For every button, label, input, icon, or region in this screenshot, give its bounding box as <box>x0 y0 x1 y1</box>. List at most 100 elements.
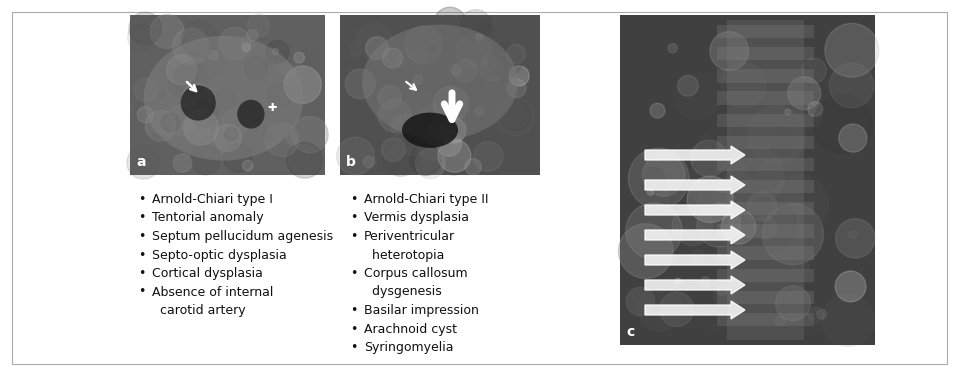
Bar <box>717 91 814 105</box>
Circle shape <box>346 69 375 99</box>
Text: Septo-optic dysplasia: Septo-optic dysplasia <box>152 249 287 261</box>
Circle shape <box>337 137 374 175</box>
Circle shape <box>429 43 459 72</box>
Circle shape <box>363 156 374 168</box>
Circle shape <box>287 62 305 81</box>
Text: Basilar impression: Basilar impression <box>364 304 479 317</box>
Circle shape <box>724 146 784 206</box>
Circle shape <box>348 41 364 56</box>
Circle shape <box>817 309 827 319</box>
Circle shape <box>248 14 270 37</box>
Text: Arnold-Chiari type II: Arnold-Chiari type II <box>364 193 489 206</box>
Circle shape <box>813 95 872 154</box>
Circle shape <box>500 100 531 131</box>
Circle shape <box>415 106 451 143</box>
Bar <box>717 136 814 149</box>
Bar <box>717 47 814 61</box>
Circle shape <box>294 52 304 63</box>
Circle shape <box>223 109 250 136</box>
Circle shape <box>849 230 857 239</box>
Circle shape <box>775 316 785 326</box>
Circle shape <box>403 93 438 127</box>
Ellipse shape <box>402 112 458 148</box>
Circle shape <box>150 14 184 49</box>
Circle shape <box>754 216 777 239</box>
Text: c: c <box>626 325 635 339</box>
Circle shape <box>392 121 399 129</box>
Circle shape <box>145 111 176 141</box>
Circle shape <box>509 66 529 86</box>
Text: Periventricular: Periventricular <box>364 230 455 243</box>
FancyArrow shape <box>645 201 745 219</box>
Ellipse shape <box>237 100 265 129</box>
Circle shape <box>135 100 157 122</box>
Circle shape <box>475 22 495 42</box>
Circle shape <box>480 58 504 82</box>
Circle shape <box>351 132 371 152</box>
Circle shape <box>714 287 734 307</box>
Circle shape <box>383 141 419 176</box>
Text: •: • <box>350 230 357 243</box>
Circle shape <box>208 50 218 60</box>
Circle shape <box>741 197 797 253</box>
Circle shape <box>424 127 442 145</box>
Circle shape <box>175 62 208 95</box>
Circle shape <box>138 135 174 170</box>
Text: Septum pellucidum agenesis: Septum pellucidum agenesis <box>152 230 333 243</box>
Bar <box>620 15 875 345</box>
Circle shape <box>770 175 828 233</box>
Text: •: • <box>350 323 357 335</box>
Circle shape <box>267 83 292 108</box>
Circle shape <box>717 285 728 296</box>
Circle shape <box>450 65 462 76</box>
Circle shape <box>496 98 535 136</box>
Bar <box>727 20 804 340</box>
Circle shape <box>678 75 698 96</box>
Circle shape <box>134 78 157 102</box>
Text: •: • <box>138 193 145 206</box>
Circle shape <box>396 122 428 155</box>
Circle shape <box>183 115 210 141</box>
Circle shape <box>507 66 516 76</box>
Circle shape <box>506 44 526 64</box>
Circle shape <box>441 118 466 143</box>
FancyArrow shape <box>645 176 745 194</box>
Text: Absence of internal: Absence of internal <box>152 285 274 299</box>
Text: Cortical dysplasia: Cortical dysplasia <box>152 267 263 280</box>
Text: Syringomyelia: Syringomyelia <box>364 341 453 354</box>
Circle shape <box>280 63 293 75</box>
Circle shape <box>690 140 728 177</box>
Circle shape <box>473 142 503 171</box>
Text: carotid artery: carotid artery <box>152 304 246 317</box>
Text: b: b <box>346 155 356 169</box>
Circle shape <box>835 271 866 302</box>
Text: •: • <box>138 230 145 243</box>
Text: Arnold-Chiari type I: Arnold-Chiari type I <box>152 193 273 206</box>
Circle shape <box>638 286 684 331</box>
Circle shape <box>748 106 805 164</box>
Circle shape <box>476 34 483 41</box>
Circle shape <box>721 62 766 108</box>
Circle shape <box>460 10 492 41</box>
Text: •: • <box>350 193 357 206</box>
Circle shape <box>438 139 471 172</box>
Circle shape <box>284 66 322 103</box>
Circle shape <box>839 124 867 152</box>
Circle shape <box>411 52 425 66</box>
Circle shape <box>404 26 443 64</box>
Circle shape <box>298 48 320 70</box>
Circle shape <box>770 126 799 154</box>
Text: a: a <box>136 155 146 169</box>
Circle shape <box>688 152 749 212</box>
Circle shape <box>803 314 821 332</box>
Circle shape <box>483 53 499 69</box>
Circle shape <box>160 55 183 78</box>
Circle shape <box>800 105 822 128</box>
FancyArrow shape <box>645 146 745 164</box>
Ellipse shape <box>144 36 303 161</box>
FancyArrow shape <box>645 226 745 244</box>
Bar <box>717 224 814 238</box>
Text: •: • <box>138 285 145 299</box>
Circle shape <box>287 143 323 178</box>
Text: Vermis dysplasia: Vermis dysplasia <box>364 211 469 224</box>
